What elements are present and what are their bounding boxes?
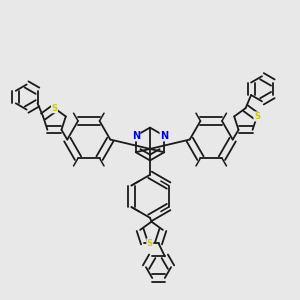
Text: S: S xyxy=(254,112,260,121)
Text: N: N xyxy=(132,131,140,141)
Text: N: N xyxy=(160,131,168,141)
Text: S: S xyxy=(51,104,57,113)
Text: S: S xyxy=(147,239,153,248)
